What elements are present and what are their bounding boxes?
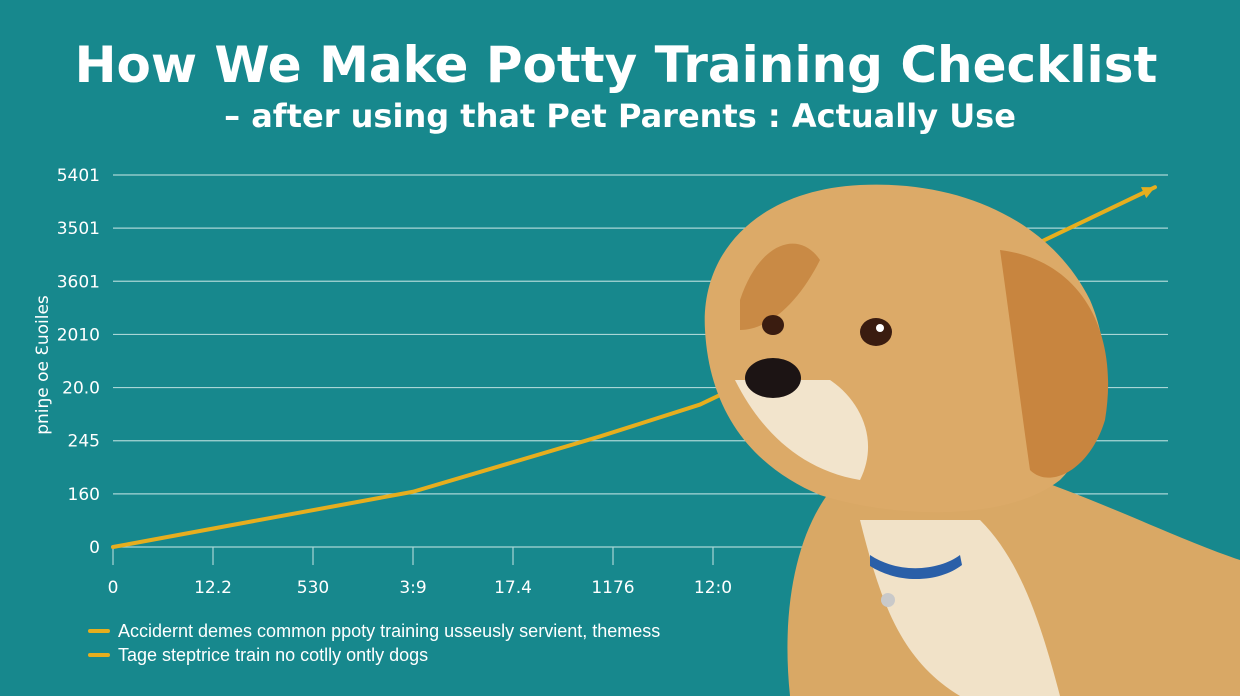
x-tick-label: 1176 xyxy=(591,578,634,598)
y-tick-label: 3601 xyxy=(57,272,100,292)
legend: Accidernt demes common ppoty training us… xyxy=(88,621,660,665)
x-tick-label: 12.2 xyxy=(194,578,232,598)
arrow-head xyxy=(1141,187,1155,199)
legend-label: Accidernt demes common ppoty training us… xyxy=(118,621,660,641)
x-tick-label: 3:9 xyxy=(399,578,426,598)
y-tick-label: 20.0 xyxy=(62,379,100,399)
x-tick-label: 12:0 xyxy=(694,578,732,598)
y-tick-label: 5401 xyxy=(57,166,100,186)
y-tick-label: 160 xyxy=(68,485,100,505)
y-tick-label: 3501 xyxy=(57,219,100,239)
chart-subtitle: – after using that Pet Parents : Actuall… xyxy=(224,97,1016,135)
dog-illustration xyxy=(704,184,1240,696)
y-tick-label: 0 xyxy=(89,538,100,558)
legend-label: Tage steptrice train no cotlly ontly dog… xyxy=(118,645,428,665)
chart-title: How We Make Potty Training Checklist xyxy=(75,36,1158,94)
y-tick-label: 2010 xyxy=(57,325,100,345)
x-tick-label: 17.4 xyxy=(494,578,532,598)
x-tick-label: 0 xyxy=(108,578,119,598)
y-tick-label: 245 xyxy=(68,432,100,452)
y-axis-label: pniŋe oe Ɛuoiles xyxy=(33,295,53,435)
x-tick-label: 530 xyxy=(297,578,329,598)
